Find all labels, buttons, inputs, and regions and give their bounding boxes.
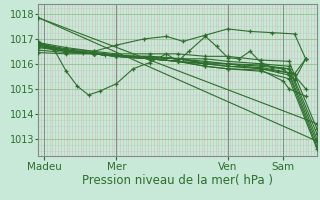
X-axis label: Pression niveau de la mer( hPa ): Pression niveau de la mer( hPa ) — [82, 174, 273, 187]
